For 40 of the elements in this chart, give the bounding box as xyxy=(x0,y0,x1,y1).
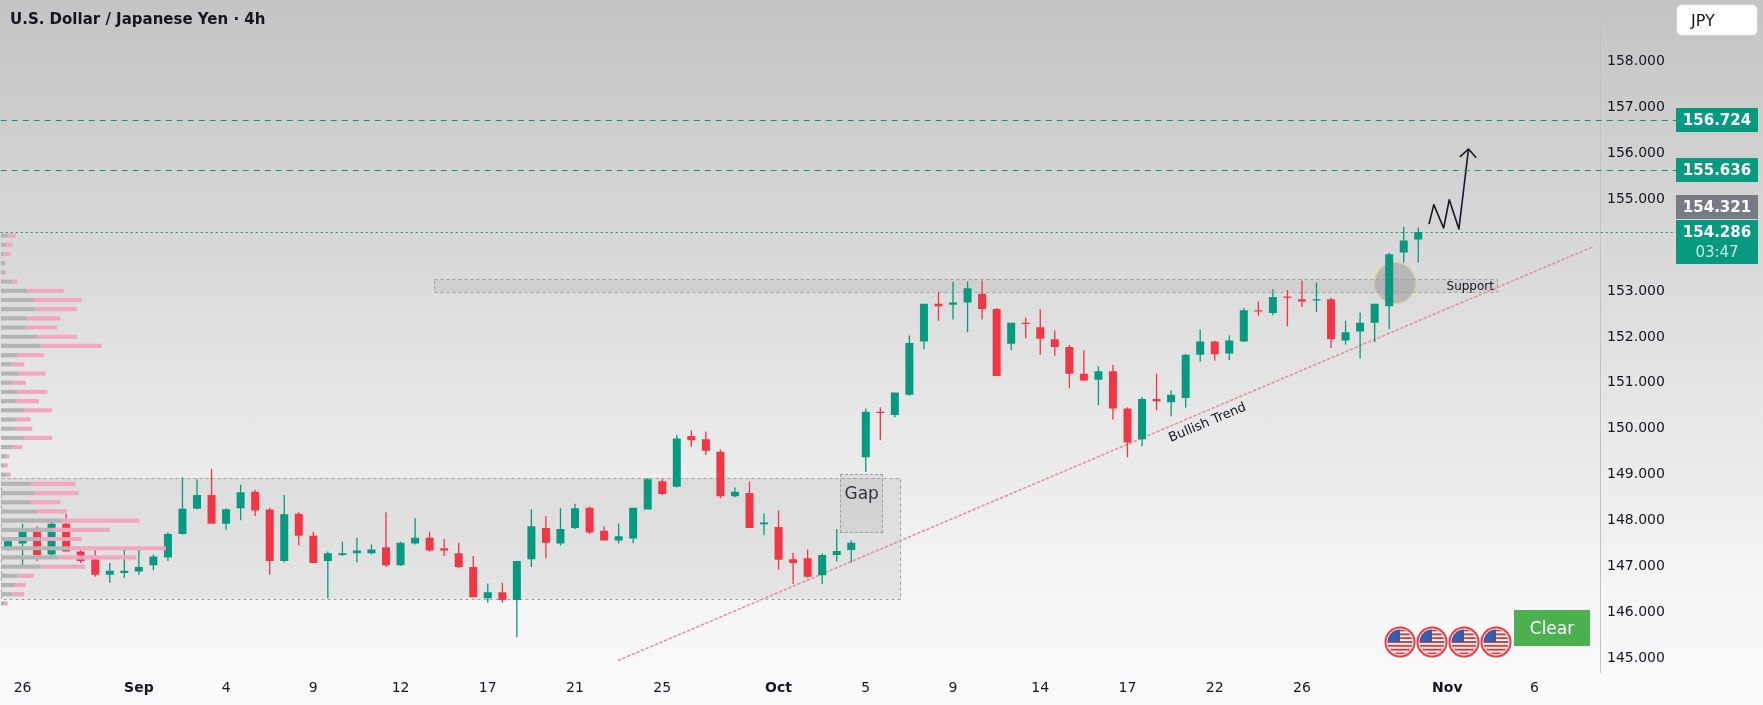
y-tick-label: 158.000 xyxy=(1607,51,1665,68)
y-tick-label: 150.000 xyxy=(1607,419,1665,436)
x-tick-label: 9 xyxy=(308,679,318,696)
y-tick-label: 147.000 xyxy=(1607,557,1665,574)
ref-line-label: 154.286 03:47 xyxy=(1682,222,1752,261)
button: Clear xyxy=(1514,610,1590,647)
x-tick-label: Nov xyxy=(1432,679,1463,696)
y-tick-label: 149.000 xyxy=(1607,465,1665,482)
ref-line-label: 156.724 xyxy=(1682,110,1752,129)
x-tick-label: 17 xyxy=(1118,679,1137,696)
x-tick-label: 12 xyxy=(391,679,410,696)
y-tick-label: 153.000 xyxy=(1607,281,1665,298)
y-tick-label: 155.000 xyxy=(1607,189,1665,206)
y-axis-title: JPY xyxy=(1691,10,1715,30)
x-tick-label: 26 xyxy=(13,679,32,696)
x-tick-label: Oct xyxy=(765,679,793,696)
band-label: Support xyxy=(1446,279,1495,294)
x-tick-label: Sep xyxy=(124,679,154,696)
y-tick-label: 156.000 xyxy=(1607,143,1665,160)
y-tick-label: 152.000 xyxy=(1607,327,1665,344)
ref-line-label: 155.636 xyxy=(1682,160,1752,179)
chart-title: U.S. Dollar / Japanese Yen · 4h xyxy=(10,10,266,28)
x-tick-label: 6 xyxy=(1530,679,1540,696)
x-tick-label: 9 xyxy=(948,679,958,696)
y-tick-label: 157.000 xyxy=(1607,97,1665,114)
x-tick-label: 25 xyxy=(653,679,672,696)
x-tick-label: 17 xyxy=(478,679,497,696)
y-tick-label: 146.000 xyxy=(1607,603,1665,620)
y-tick-label: 148.000 xyxy=(1607,511,1665,528)
text: 154.321 xyxy=(1682,197,1752,216)
x-tick-label: 4 xyxy=(221,679,231,696)
y-tick-label: 151.000 xyxy=(1607,373,1665,390)
x-tick-label: 14 xyxy=(1031,679,1050,696)
x-tick-label: 22 xyxy=(1205,679,1224,696)
x-tick-label: 5 xyxy=(861,679,871,696)
y-tick-label: 145.000 xyxy=(1607,649,1665,666)
annotation: Gap xyxy=(844,482,879,505)
x-tick-label: 26 xyxy=(1293,679,1311,696)
x-tick-label: 21 xyxy=(566,679,584,696)
currency-button: JPY xyxy=(1676,4,1758,36)
